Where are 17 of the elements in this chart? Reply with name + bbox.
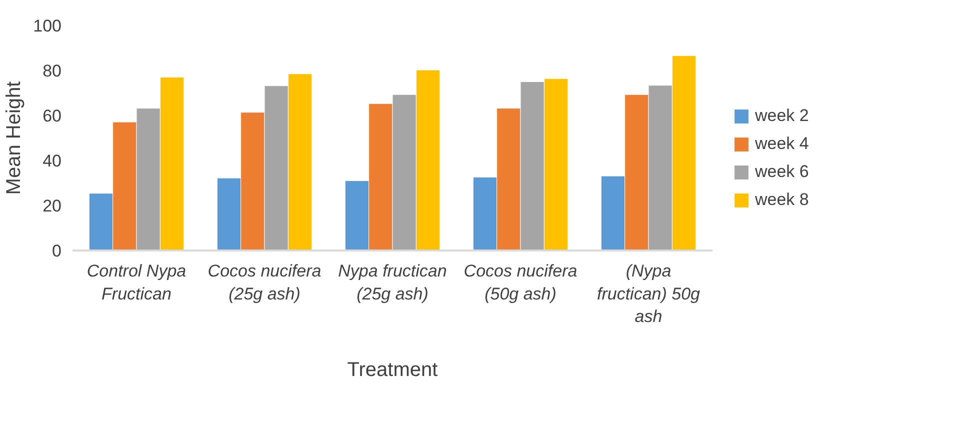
y-tick-label: 60 xyxy=(42,106,62,126)
x-tick-label: Cocos nucifera (25g ash) xyxy=(208,262,322,304)
y-tick-label: 80 xyxy=(42,62,62,80)
legend-label: week 6 xyxy=(755,162,809,182)
x-axis-title: Treatment xyxy=(347,359,438,382)
legend-label: week 4 xyxy=(755,134,809,154)
y-tick-label: 20 xyxy=(42,196,62,216)
y-axis-title: Mean Height xyxy=(3,80,26,195)
y-tick-label: 100 xyxy=(33,16,62,36)
x-tick-label: Cocos nucifera (50g ash) xyxy=(464,262,578,304)
x-tick-label: Control Nypa Fructican xyxy=(86,262,186,304)
legend-label: week 2 xyxy=(755,106,809,126)
x-tick-label: Nypa fructican (25g ash) xyxy=(338,262,447,304)
legend-label: week 8 xyxy=(755,190,809,210)
y-tick-label: 40 xyxy=(42,152,62,170)
x-tick-label: (Nypa fructican) 50g ash xyxy=(597,262,701,326)
y-tick-label: 0 xyxy=(52,242,62,260)
